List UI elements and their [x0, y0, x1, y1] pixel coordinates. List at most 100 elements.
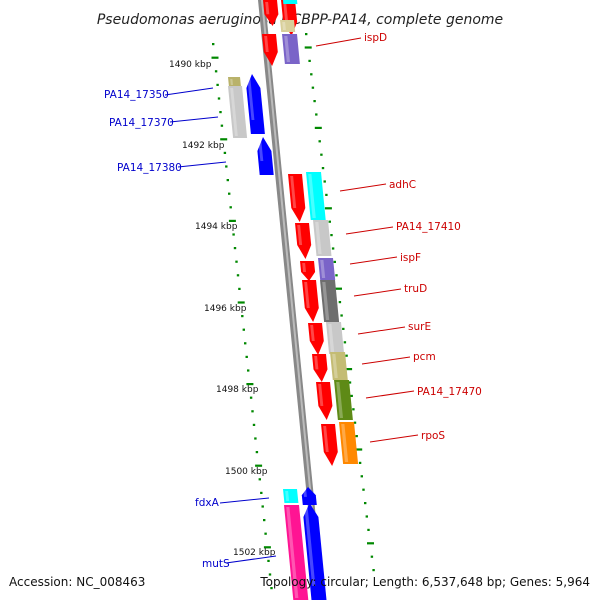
- gene-blue-2: [301, 487, 317, 505]
- gene-features: [228, 0, 359, 600]
- left-tick-dot: [212, 43, 215, 46]
- right-tick-dot: [313, 100, 316, 103]
- gene-PA14_17350: [228, 77, 241, 87]
- right-tick-dot: [360, 475, 363, 478]
- left-tick-dot: [223, 151, 227, 154]
- leader-PA14_17380: [177, 161, 227, 168]
- gene-surE: [326, 322, 345, 354]
- leader-PA14_17410: [345, 226, 394, 235]
- right-tick-dot: [367, 542, 374, 545]
- left-tick-dot: [235, 260, 238, 263]
- left-tick-dot: [244, 342, 247, 345]
- right-tick-dot: [305, 33, 308, 36]
- right-tick-dot: [315, 113, 318, 116]
- right-tick-dot: [330, 234, 333, 237]
- gene-PA14_17380: [257, 137, 274, 175]
- right-tick-dot: [358, 461, 362, 464]
- gene-label-PA14_17370: PA14_17370: [109, 117, 174, 129]
- leader-PA14_17370: [169, 116, 219, 123]
- tick-label-1494: 1494 kbp: [195, 222, 238, 232]
- gene-label-ispD: ispD: [364, 32, 387, 44]
- left-tick-dot: [249, 396, 253, 399]
- left-tick-dot: [258, 478, 261, 481]
- leader-surE: [357, 326, 406, 335]
- leader-ispF: [349, 256, 398, 265]
- right-tick-dot: [311, 86, 315, 89]
- tick-label-1496: 1496 kbp: [204, 304, 247, 314]
- right-tick-dot: [345, 368, 353, 371]
- left-tick-dot: [217, 97, 221, 100]
- tick-rings: [211, 33, 375, 590]
- right-tick-dot: [333, 260, 336, 263]
- right-tick-dot: [365, 515, 368, 518]
- right-tick-dot: [364, 502, 367, 505]
- left-tick-dot: [270, 587, 273, 590]
- gene-rpoS: [339, 422, 359, 464]
- leader-PA14_17470: [365, 390, 415, 399]
- gene-red-6: [316, 382, 333, 420]
- left-tick-dot: [251, 410, 254, 413]
- right-tick-dot: [331, 247, 335, 250]
- right-tick-dot: [321, 167, 325, 170]
- leader-truD: [353, 288, 402, 297]
- backbone-highlight: [261, 0, 322, 600]
- gene-PA14_17470: [334, 380, 353, 420]
- gene-ispD: [282, 34, 300, 64]
- leader-adhC: [339, 183, 387, 192]
- gene-red-2: [300, 261, 316, 281]
- left-tick-dot: [220, 124, 224, 127]
- gene-red-top: [263, 0, 279, 26]
- right-tick-dot: [320, 153, 323, 156]
- left-tick-dot: [268, 573, 272, 576]
- left-tick-dot: [260, 491, 263, 494]
- gene-adhC: [306, 172, 326, 220]
- left-tick-dot: [225, 165, 228, 168]
- gene-PA14_17410: [313, 220, 332, 256]
- map-title: Pseudomonas aeruginosa UCBPP-PA14, compl…: [97, 12, 503, 28]
- gene-pcm: [330, 352, 348, 380]
- right-tick-dot: [323, 180, 326, 183]
- gene-label-PA14_17350: PA14_17350: [104, 89, 169, 101]
- right-tick-dot: [335, 274, 338, 277]
- gene-label-PA14_17470: PA14_17470: [417, 386, 482, 398]
- gene-label-truD: truD: [404, 283, 427, 295]
- left-tick-dot: [220, 138, 228, 141]
- gene-cyan-top: [283, 0, 298, 4]
- right-tick-dot: [342, 327, 345, 330]
- gene-label-mutS: mutS: [202, 558, 230, 570]
- right-tick-dot: [304, 46, 312, 49]
- topology-text: Topology: circular; Length: 6,537,648 bp…: [260, 575, 590, 589]
- left-tick-dot: [245, 355, 248, 358]
- right-tick-dot: [328, 220, 331, 223]
- left-tick-dot: [214, 70, 218, 73]
- accession-text: Accession: NC_008463: [9, 575, 146, 589]
- right-tick-dot: [310, 73, 313, 76]
- gene-label-fdxA: fdxA: [195, 497, 220, 509]
- gene-label-ispF: ispF: [400, 252, 421, 264]
- leader-fdxA: [219, 497, 270, 504]
- right-tick-dot: [340, 314, 343, 317]
- right-tick-dot: [355, 435, 358, 438]
- gene-ispF: [318, 258, 336, 280]
- tick-label-1500: 1500 kbp: [225, 467, 268, 477]
- left-tick-dot: [246, 383, 254, 386]
- left-tick-dot: [219, 111, 222, 114]
- tick-label-1492: 1492 kbp: [182, 141, 225, 151]
- left-tick-dot: [232, 233, 235, 236]
- right-tick-dot: [370, 555, 374, 558]
- right-tick-dot: [325, 193, 328, 196]
- left-tick-dot: [237, 301, 245, 304]
- gene-red-adhC-a: [288, 174, 306, 222]
- right-tick-dot: [350, 394, 353, 397]
- gene-truD: [320, 280, 340, 322]
- right-tick-dot: [362, 488, 365, 491]
- right-tick-dot: [308, 59, 311, 62]
- gene-blue-1: [246, 74, 265, 134]
- gene-label-pcm: pcm: [413, 351, 436, 363]
- tick-label-1498: 1498 kbp: [216, 385, 259, 395]
- left-tick-dot: [267, 559, 270, 562]
- gene-blue-3: [303, 503, 327, 600]
- gene-mutS: [284, 505, 309, 600]
- gene-label-PA14_17410: PA14_17410: [396, 221, 461, 233]
- right-tick-dot: [372, 569, 375, 572]
